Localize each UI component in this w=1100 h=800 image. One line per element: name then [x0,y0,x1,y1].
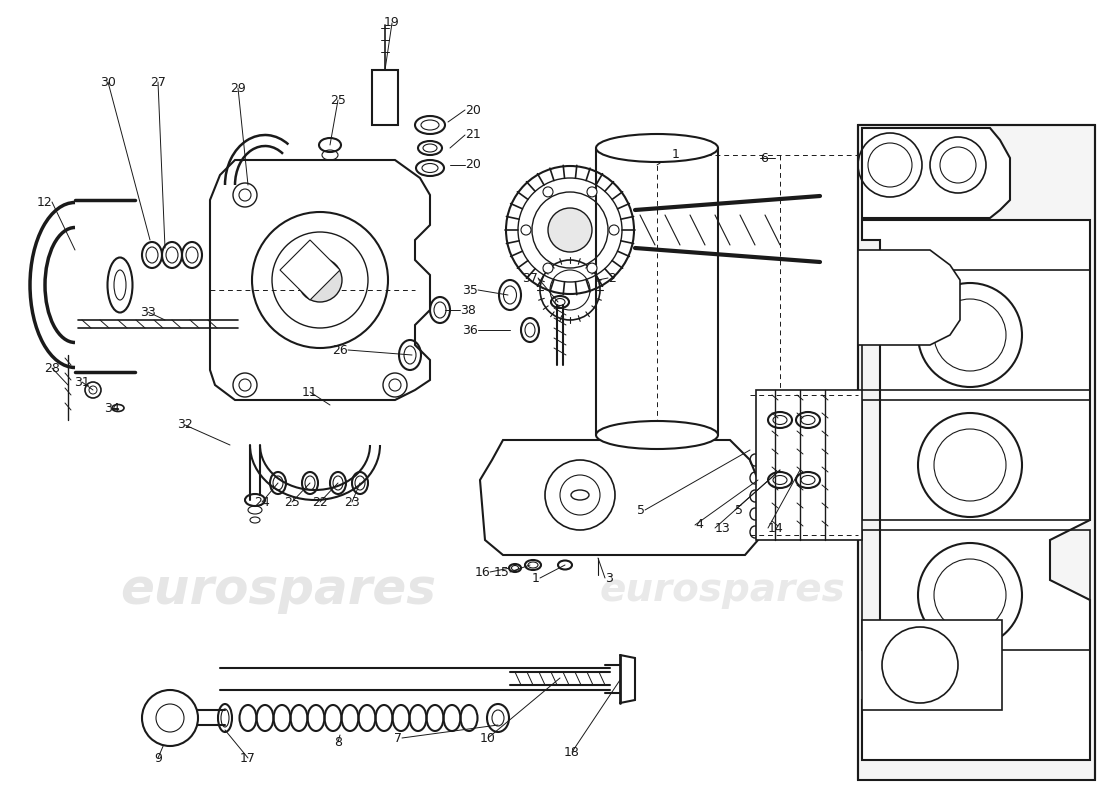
Circle shape [918,413,1022,517]
Circle shape [918,283,1022,387]
Circle shape [543,187,553,197]
Polygon shape [210,160,430,400]
Text: 33: 33 [140,306,156,318]
Text: 38: 38 [460,303,476,317]
Text: 19: 19 [384,17,400,30]
Circle shape [918,543,1022,647]
Bar [862,270,1090,390]
Text: 8: 8 [334,735,342,749]
Text: eurospares: eurospares [600,571,846,609]
Text: 20: 20 [465,103,481,117]
Circle shape [85,382,101,398]
Text: 12: 12 [36,195,52,209]
Text: 4: 4 [695,518,703,531]
Text: 5: 5 [735,503,743,517]
Polygon shape [480,440,758,555]
Text: 10: 10 [480,731,496,745]
Text: 1: 1 [672,149,680,162]
Bar [862,530,1090,650]
Text: 21: 21 [465,129,481,142]
Text: 25: 25 [284,495,300,509]
Text: 3: 3 [605,571,613,585]
Circle shape [543,263,553,273]
Text: 32: 32 [177,418,192,431]
Text: 6: 6 [760,151,768,165]
Circle shape [298,258,342,302]
Text: 35: 35 [462,283,478,297]
Circle shape [609,225,619,235]
Text: 37: 37 [522,271,538,285]
Text: 25: 25 [330,94,345,106]
Text: 16: 16 [474,566,490,578]
Circle shape [239,379,251,391]
Text: 27: 27 [150,75,166,89]
Text: 34: 34 [104,402,120,414]
Bar [862,620,1002,710]
Text: 11: 11 [302,386,318,398]
Circle shape [142,690,198,746]
Text: eurospares: eurospares [120,566,436,614]
Text: 31: 31 [74,375,90,389]
Text: 18: 18 [564,746,580,758]
Polygon shape [280,240,340,300]
Circle shape [389,379,402,391]
Text: 9: 9 [154,751,162,765]
Text: 2: 2 [608,271,616,285]
Bar [372,70,398,125]
Bar [858,125,1094,780]
Ellipse shape [596,134,718,162]
Circle shape [548,208,592,252]
Text: 1: 1 [532,571,540,585]
Text: 13: 13 [715,522,730,534]
Ellipse shape [596,421,718,449]
Text: 26: 26 [332,343,348,357]
Text: 24: 24 [254,495,270,509]
Circle shape [587,263,597,273]
Text: 15: 15 [494,566,510,578]
Text: 14: 14 [768,522,783,534]
Polygon shape [858,250,960,345]
Circle shape [521,225,531,235]
Text: 29: 29 [230,82,246,94]
Text: 23: 23 [344,495,360,509]
Text: 22: 22 [312,495,328,509]
Text: 7: 7 [394,731,402,745]
Text: 28: 28 [44,362,59,374]
Text: 30: 30 [100,75,116,89]
Text: 20: 20 [465,158,481,171]
Circle shape [239,189,251,201]
Circle shape [587,187,597,197]
Text: 17: 17 [240,751,256,765]
Polygon shape [862,128,1010,218]
Polygon shape [756,390,862,540]
Bar [862,400,1090,520]
Polygon shape [862,220,1090,760]
Text: 36: 36 [462,323,478,337]
Text: 5: 5 [637,503,645,517]
Circle shape [882,627,958,703]
